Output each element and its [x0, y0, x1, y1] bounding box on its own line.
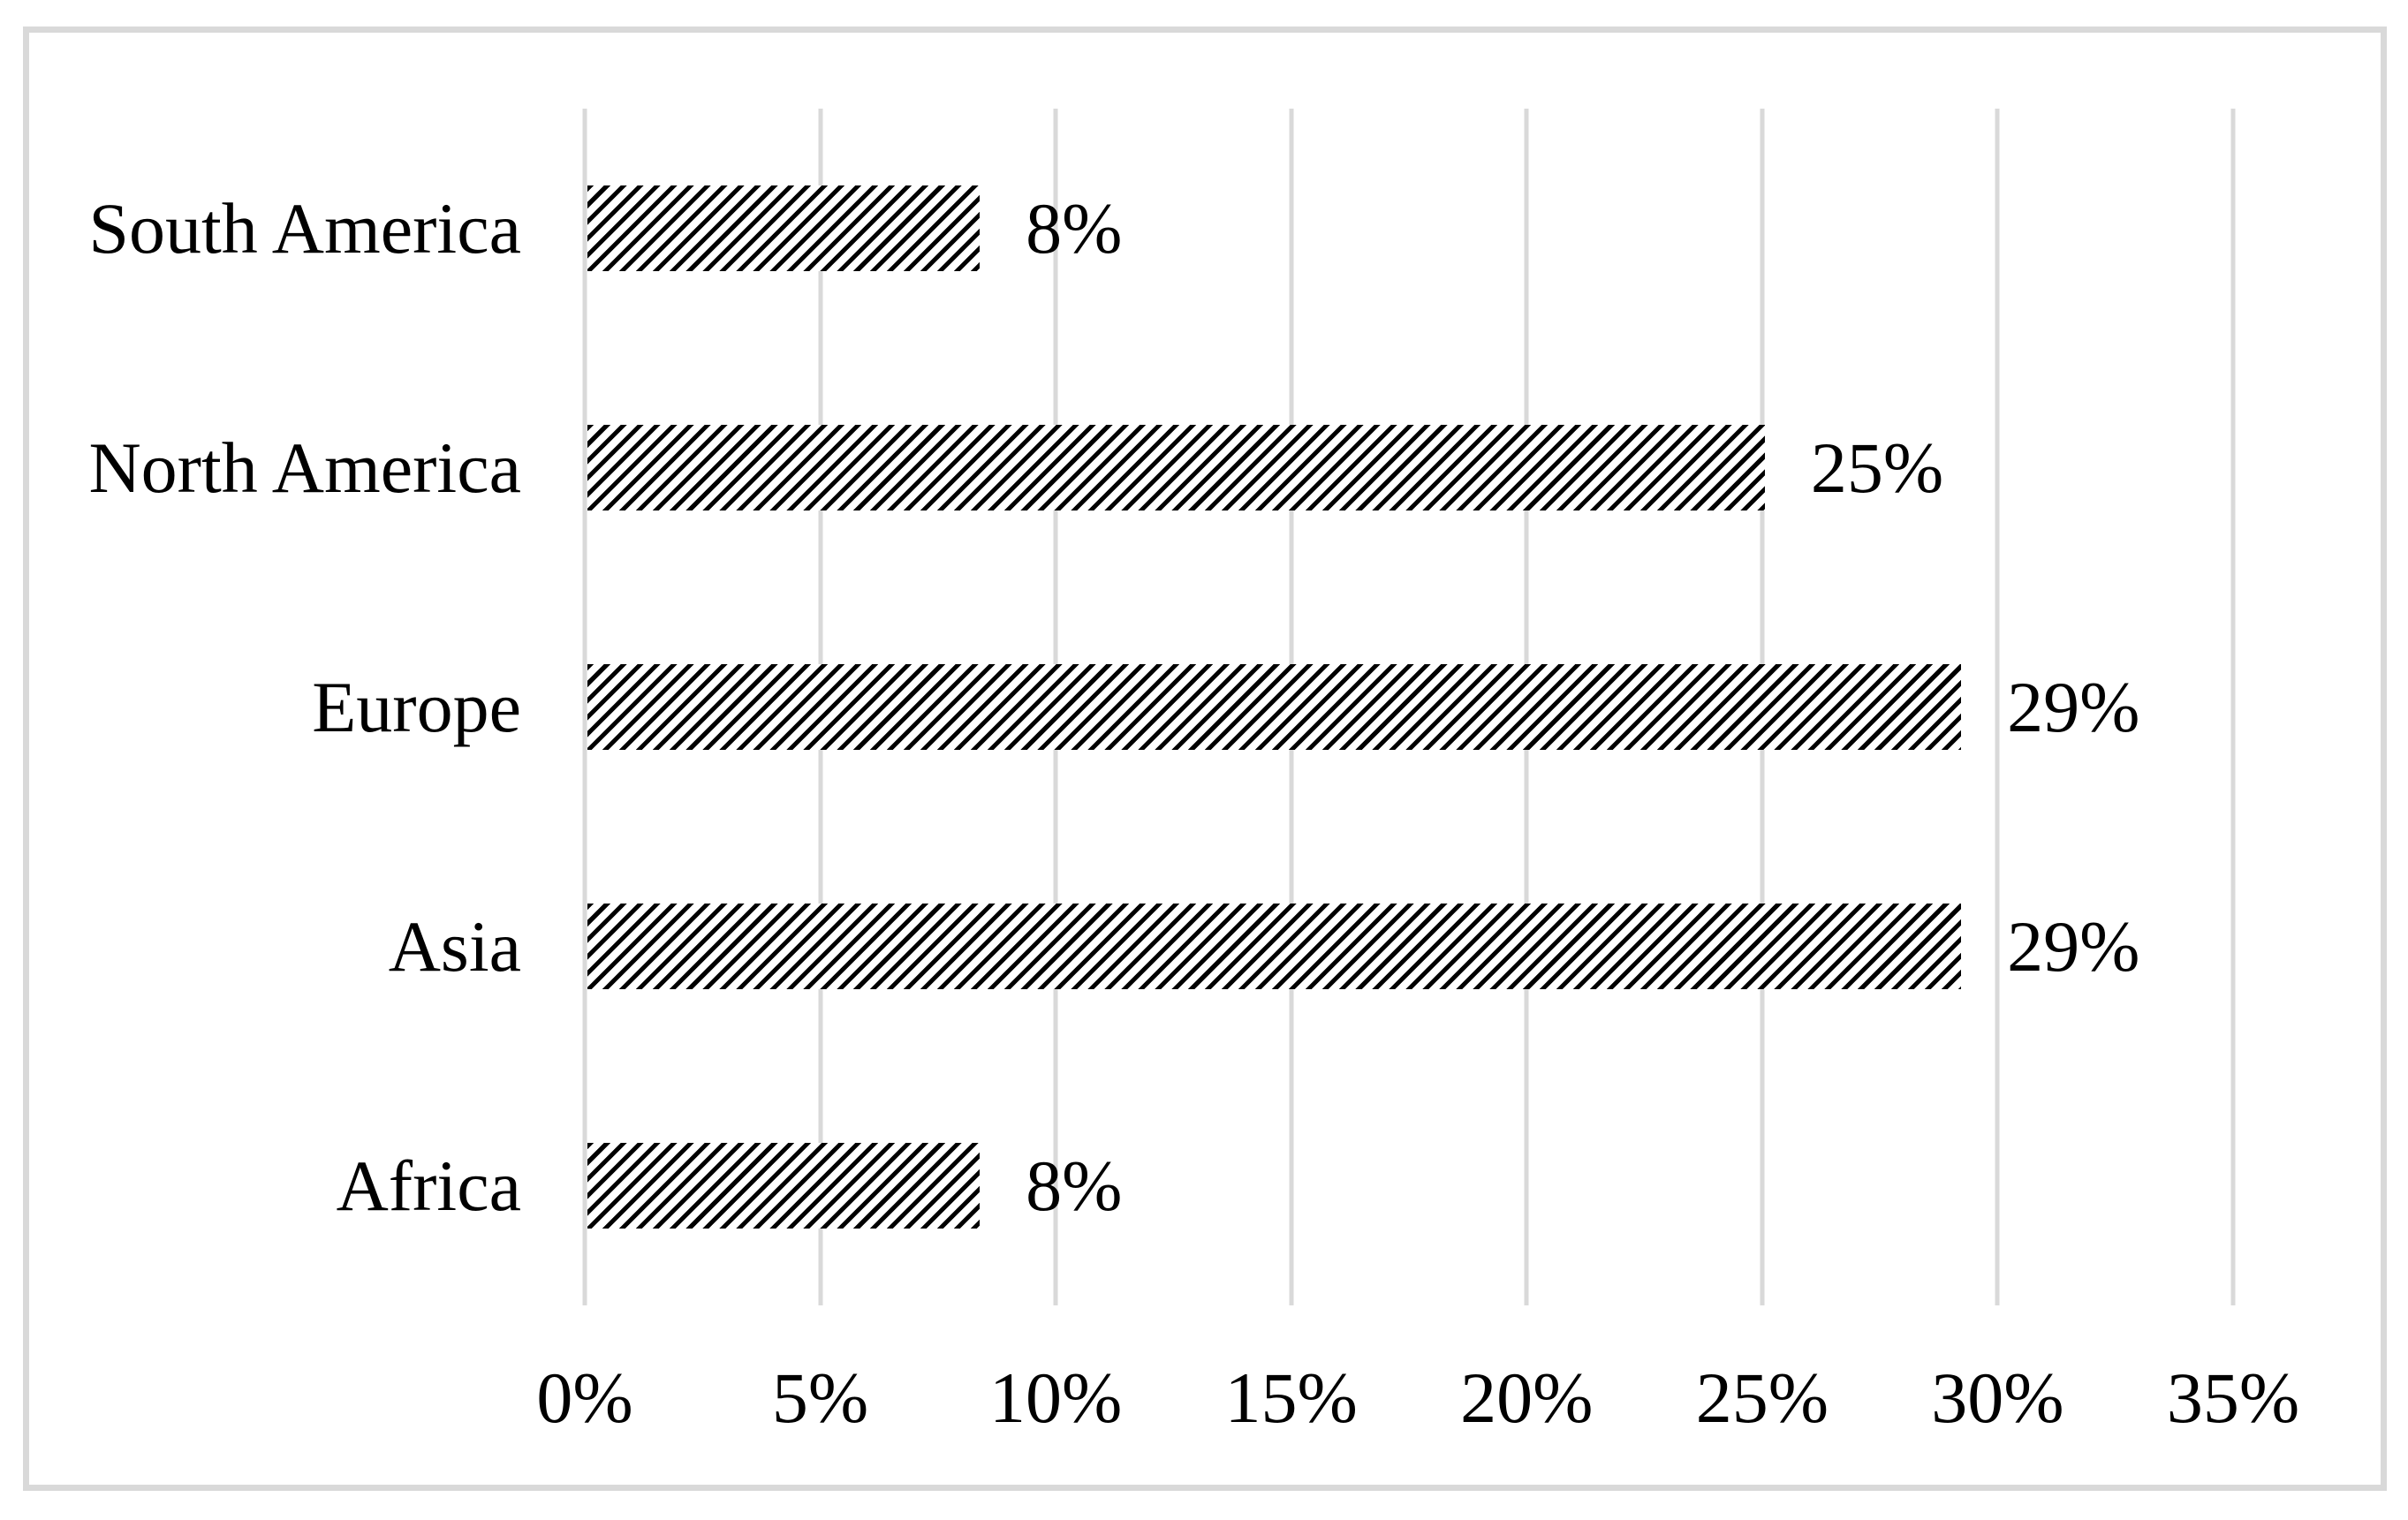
data-label-africa: 8%: [1026, 1145, 1123, 1226]
x-tick-label: 25%: [1695, 1357, 1829, 1438]
x-tick-label: 15%: [1224, 1357, 1358, 1438]
category-label-asia: Asia: [388, 905, 521, 987]
plot-area: [582, 109, 2236, 1305]
data-label-north-america: 25%: [1810, 427, 1944, 508]
value-axis: 0% 5% 10% 15% 20% 25% 30% 35%: [0, 1362, 2408, 1459]
x-tick-label: 30%: [1931, 1357, 2064, 1438]
x-tick-label: 20%: [1460, 1357, 1594, 1438]
chart-border-frame: [23, 26, 2387, 1491]
data-label-europe: 29%: [2007, 666, 2140, 747]
bar-africa: [587, 1143, 981, 1229]
gridline: [582, 109, 587, 1305]
bar-europe: [587, 664, 1962, 750]
category-label-north-america: North America: [88, 427, 521, 508]
data-label-asia: 29%: [2007, 905, 2140, 987]
bar-asia: [587, 904, 1962, 989]
data-label-south-america: 8%: [1026, 187, 1123, 268]
x-tick-label: 10%: [988, 1357, 1123, 1438]
category-label-africa: Africa: [336, 1145, 521, 1226]
category-label-europe: Europe: [312, 666, 521, 747]
gridline: [2230, 109, 2236, 1305]
bar-north-america: [587, 425, 1765, 510]
x-tick-label: 0%: [536, 1357, 633, 1438]
category-axis: South America North America Europe Asia Afri…: [0, 109, 521, 1305]
category-label-south-america: South America: [88, 187, 521, 268]
gridline: [1995, 109, 2000, 1305]
bar-south-america: [587, 185, 981, 271]
x-tick-label: 35%: [2166, 1357, 2300, 1438]
x-tick-label: 5%: [771, 1357, 869, 1438]
